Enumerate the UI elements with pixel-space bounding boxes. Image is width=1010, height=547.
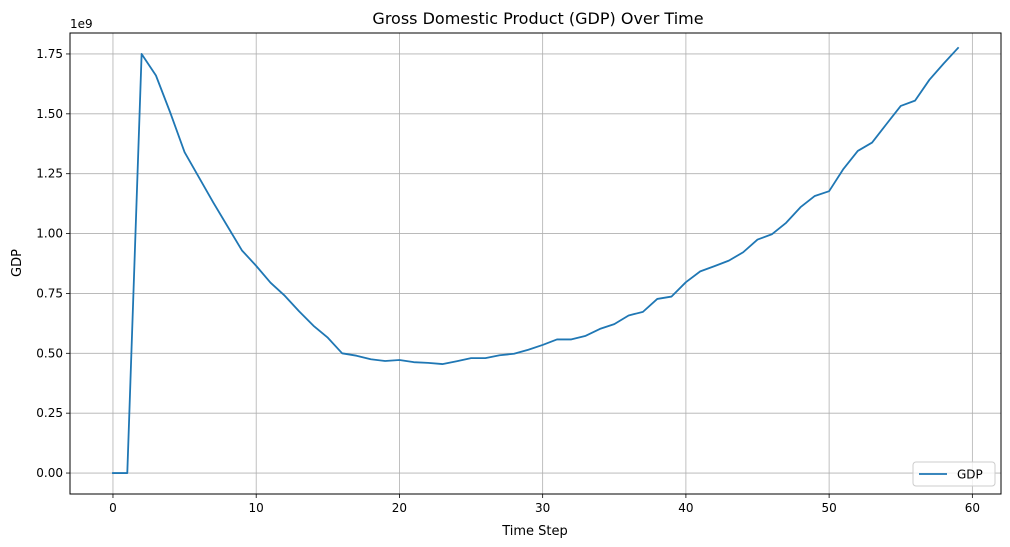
x-tick-label: 20 [392,501,407,515]
y-tick-label: 1.00 [36,227,63,241]
plot-frame [69,32,1002,495]
x-tick-label: 40 [678,501,693,515]
y-axis-offset-label: 1e9 [70,17,93,31]
y-tick-label: 0.00 [36,466,63,480]
x-tick-label: 60 [965,501,980,515]
y-tick-label: 1.25 [36,167,63,181]
legend: GDP [912,461,996,487]
y-axis-label: GDP [10,249,25,277]
series-layer [112,46,960,474]
x-tick-label: 10 [249,501,264,515]
y-tick-label: 0.25 [36,406,63,420]
x-tick-label: 0 [109,501,117,515]
tick-layer: 0 10 20 30 40 50 60 0.00 0.25 0.50 0.75 1.00 1.25 1.5… [36,47,980,515]
y-tick-label: 0.75 [36,286,63,300]
legend-label-gdp: GDP [957,468,983,482]
y-tick-label: 1.75 [36,47,63,61]
legend-box [912,461,996,487]
series-line-gdp [112,46,960,474]
x-axis-label: Time Step [501,524,568,539]
y-tick-label: 1.50 [36,107,63,121]
chart-title: Gross Domestic Product (GDP) Over Time [372,9,703,28]
y-tick-label: 0.50 [36,346,63,360]
x-tick-label: 30 [535,501,550,515]
grid [70,33,1001,494]
x-tick-label: 50 [821,501,836,515]
